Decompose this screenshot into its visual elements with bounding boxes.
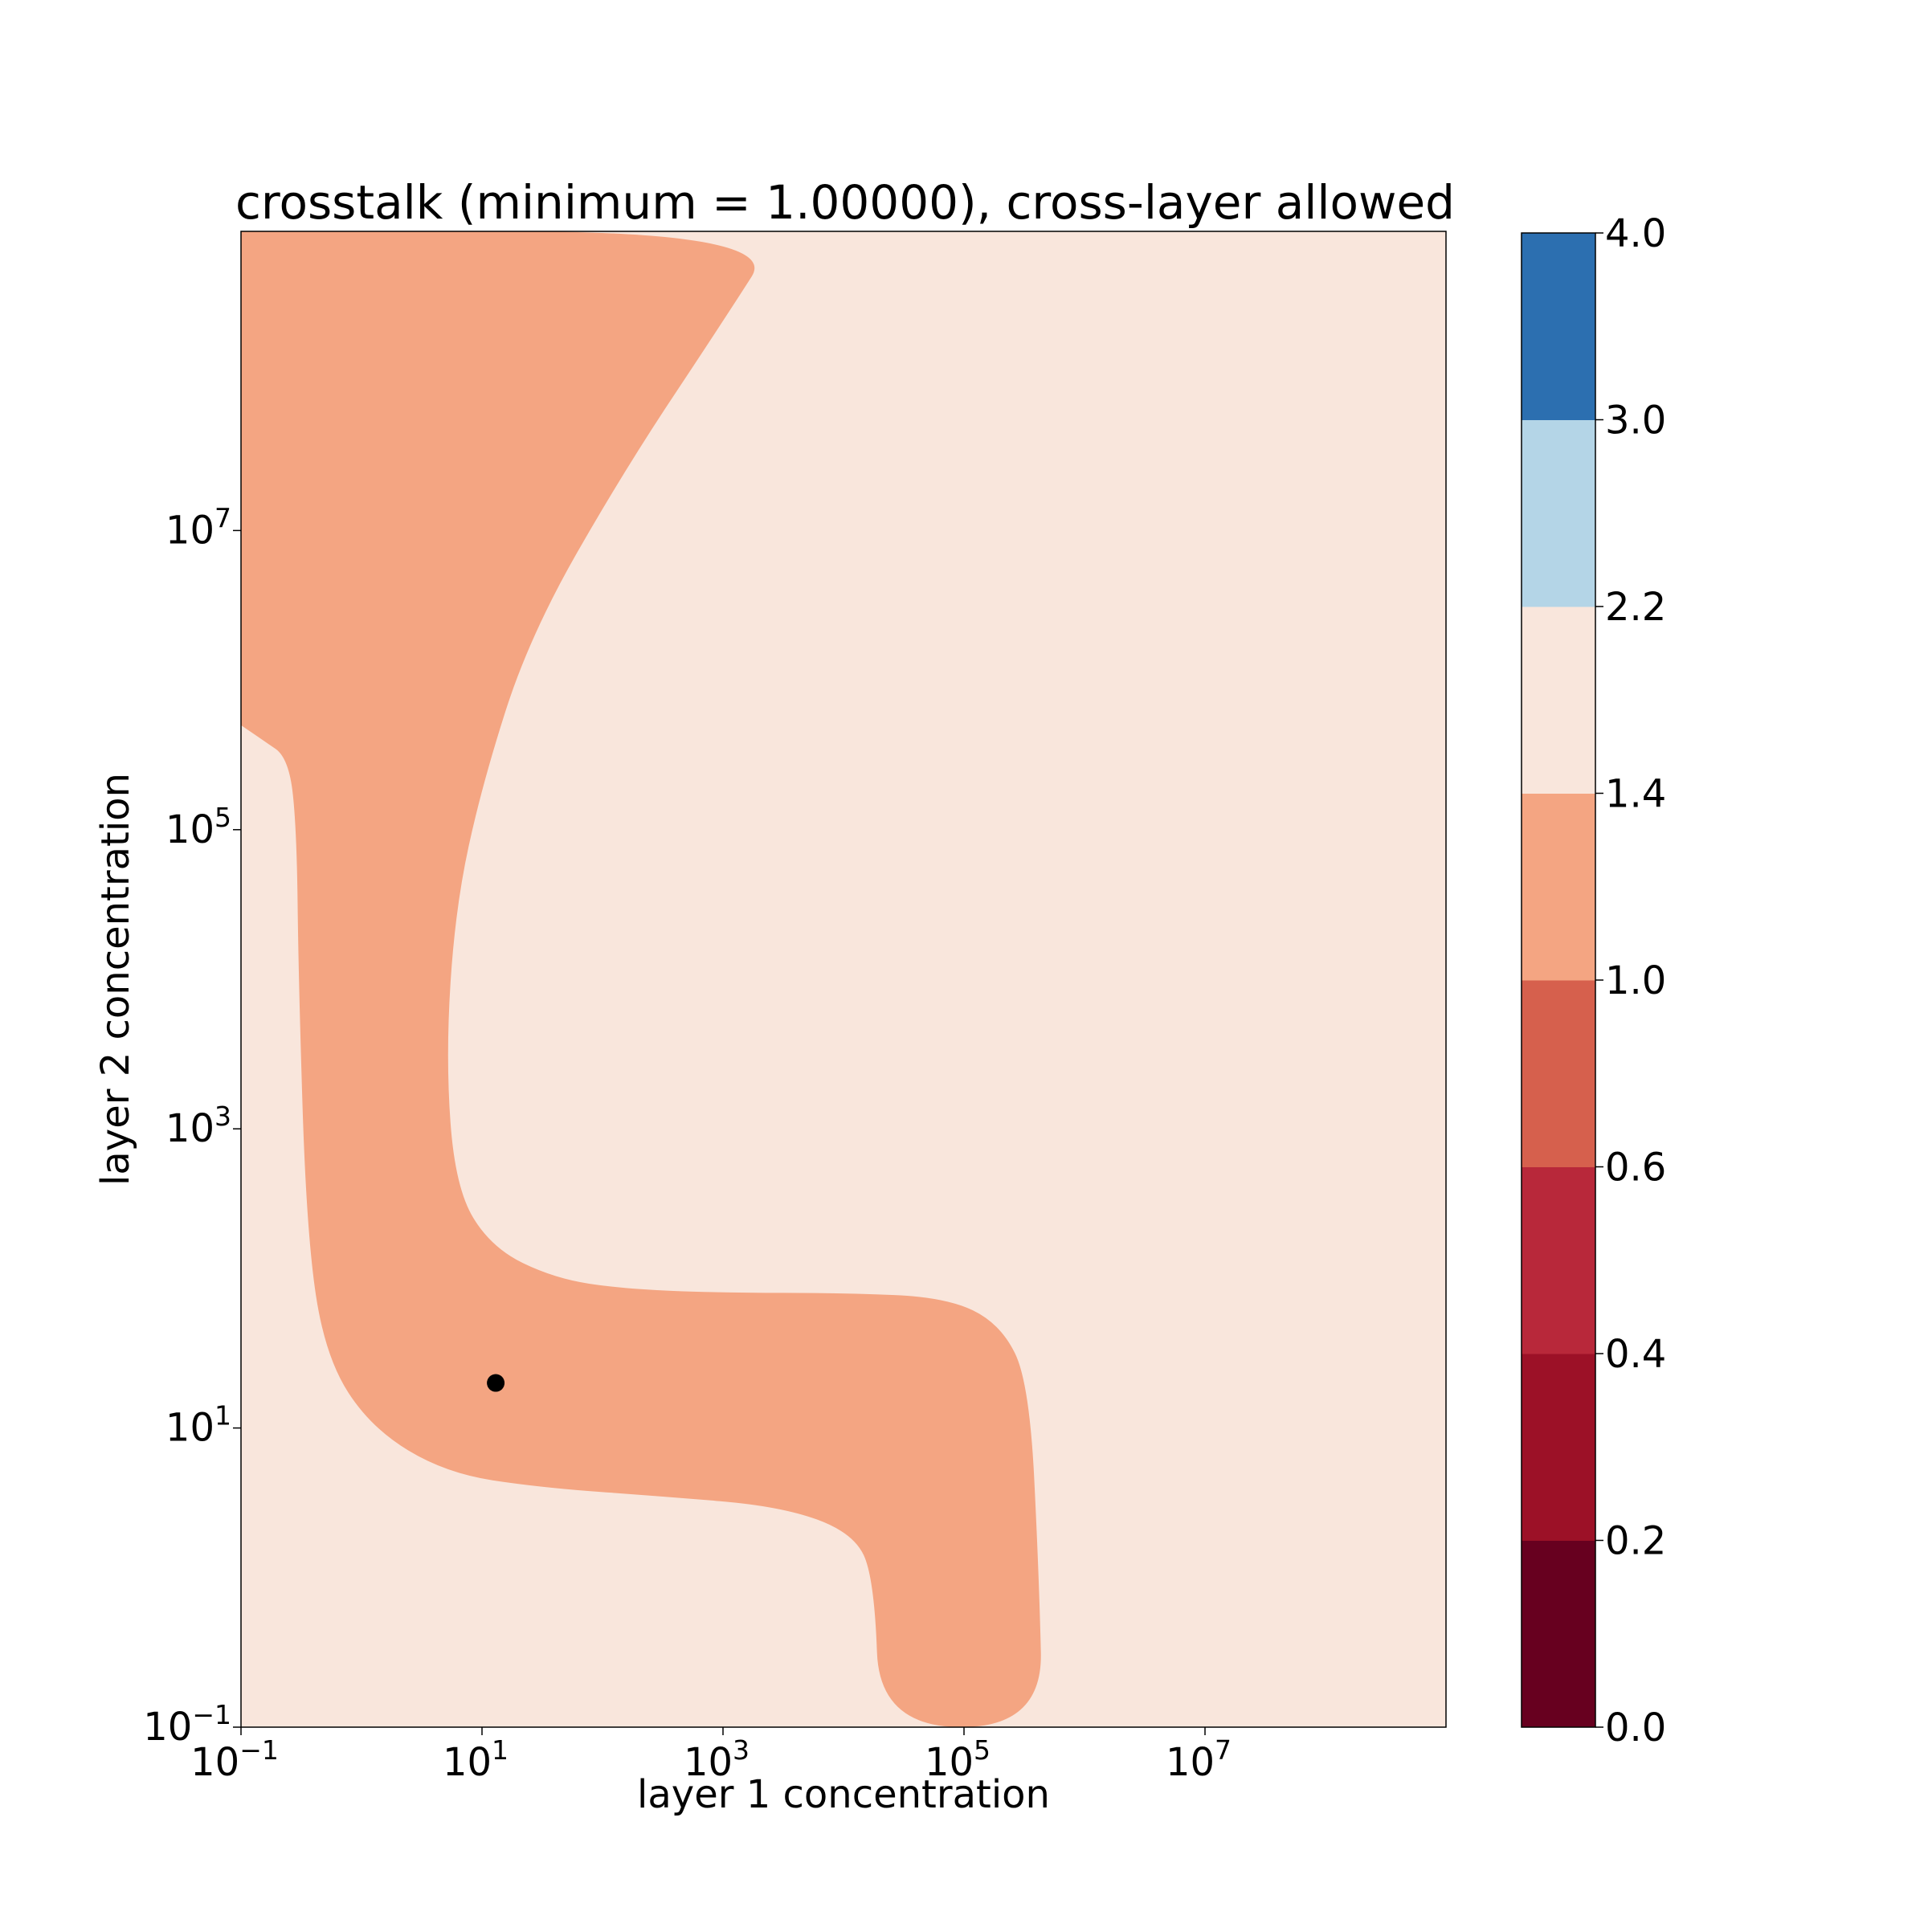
colorbar-tick-label: 2.2 — [1605, 585, 1666, 630]
colorbar-tick-label: 0.6 — [1605, 1146, 1666, 1191]
x-tick-label: 105 — [925, 1734, 991, 1785]
chart-title: crosstalk (minimum = 1.00000), cross-lay… — [235, 175, 1455, 230]
x-tick-label: 101 — [443, 1734, 509, 1785]
colorbar-band — [1522, 1540, 1595, 1728]
y-tick-label: 103 — [165, 1101, 231, 1151]
x-axis: 10−1 101 103 105 107 — [190, 1727, 1232, 1785]
colorbar-band — [1522, 980, 1595, 1167]
colorbar-tick-label: 1.4 — [1605, 772, 1666, 817]
y-tick-label: 105 — [165, 802, 231, 852]
colorbar: 0.0 0.2 0.4 0.6 1.0 1.4 2.2 3.0 4.0 — [1521, 211, 1666, 1750]
colorbar-band — [1522, 1354, 1595, 1541]
plot-area — [240, 231, 1447, 1728]
plot-frame — [240, 231, 1447, 1728]
colorbar-band — [1522, 233, 1595, 420]
y-axis: 10−1 101 103 105 107 — [143, 502, 241, 1750]
x-tick-label: 103 — [684, 1734, 750, 1785]
x-tick-label: 10−1 — [190, 1734, 279, 1785]
y-axis-label: layer 2 concentration — [93, 773, 138, 1186]
contour-region-1.0-1.4 — [241, 231, 1041, 1727]
colorbar-tick-label: 0.4 — [1605, 1332, 1666, 1377]
colorbar-tick-label: 1.0 — [1605, 958, 1666, 1003]
x-axis-label: layer 1 concentration — [637, 1772, 1050, 1817]
colorbar-tick-label: 0.0 — [1605, 1705, 1666, 1750]
colorbar-band — [1522, 419, 1595, 607]
colorbar-band — [1522, 1166, 1595, 1354]
y-tick-label: 10−1 — [143, 1699, 231, 1750]
colorbar-tick-label: 4.0 — [1605, 211, 1666, 256]
colorbar-band — [1522, 607, 1595, 794]
colorbar-band — [1522, 793, 1595, 981]
colorbar-tick-label: 0.2 — [1605, 1519, 1666, 1564]
optimum-marker — [487, 1374, 505, 1392]
y-tick-label: 101 — [165, 1400, 231, 1451]
colorbar-tick-label: 3.0 — [1605, 398, 1666, 443]
y-tick-label: 107 — [165, 502, 231, 553]
x-tick-label: 107 — [1166, 1734, 1232, 1785]
